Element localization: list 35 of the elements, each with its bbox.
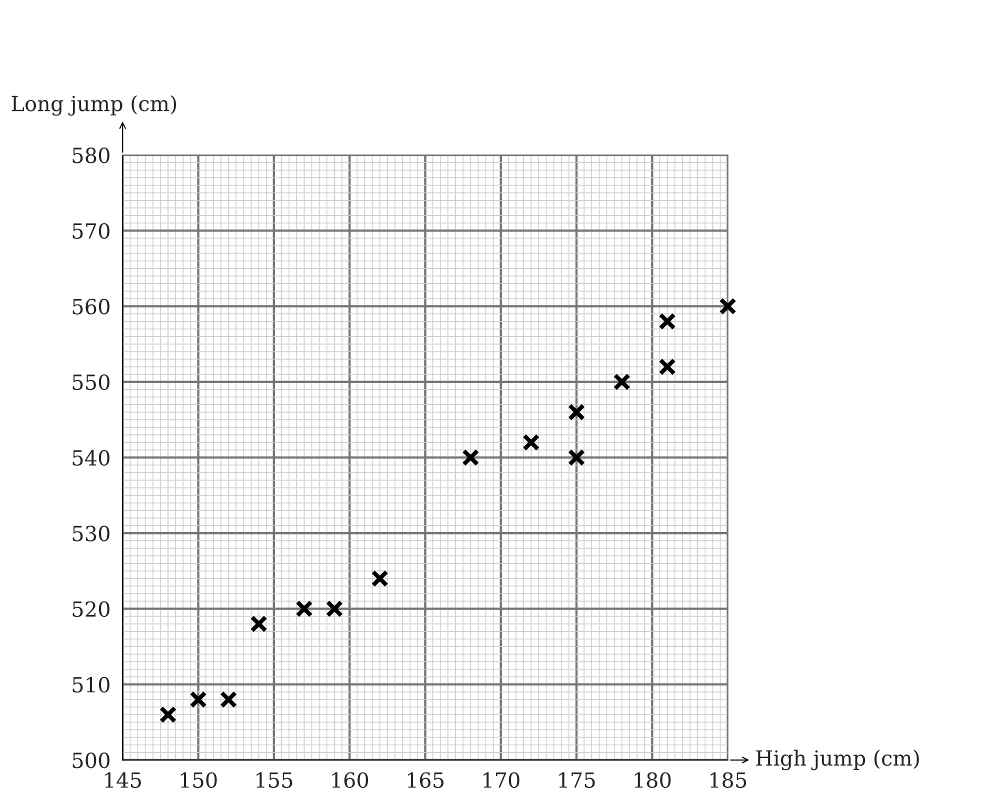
y-tick-label: 550 [72,374,110,390]
point [190,690,207,708]
y-tick-label: 540 [72,450,110,466]
point [296,600,313,618]
point [613,373,631,391]
point [719,298,736,315]
point [568,403,586,421]
y-tick-label: 520 [72,601,110,617]
x-tick-label: 175 [559,772,595,788]
point [522,434,540,452]
x-tick-label: 160 [332,772,368,788]
x-tick-label: 185 [710,772,746,788]
point [250,615,268,633]
point [658,312,676,330]
point [371,570,389,588]
x-axis-title: High jump (cm) [756,750,919,770]
x-tick-label: 165 [408,772,444,788]
point [326,600,344,618]
y-tick-label: 570 [72,223,110,239]
x-tick-label: 170 [484,772,520,788]
y-tick-label: 560 [72,298,110,314]
x-tick-label: 150 [180,772,217,788]
point [568,448,586,466]
y-axis-title: Long jump (cm) [12,95,176,116]
x-tick-label: 180 [634,772,671,788]
y-tick-label: 510 [72,676,110,693]
y-tick-label: 530 [72,526,110,542]
y-tick-label: 500 [72,752,110,768]
x-tick-label: 155 [256,772,292,788]
point [159,706,177,724]
point [658,358,676,376]
y-tick-label: 580 [72,147,110,164]
x-tick-label: 145 [105,772,141,788]
point [220,690,238,708]
point [462,448,480,466]
